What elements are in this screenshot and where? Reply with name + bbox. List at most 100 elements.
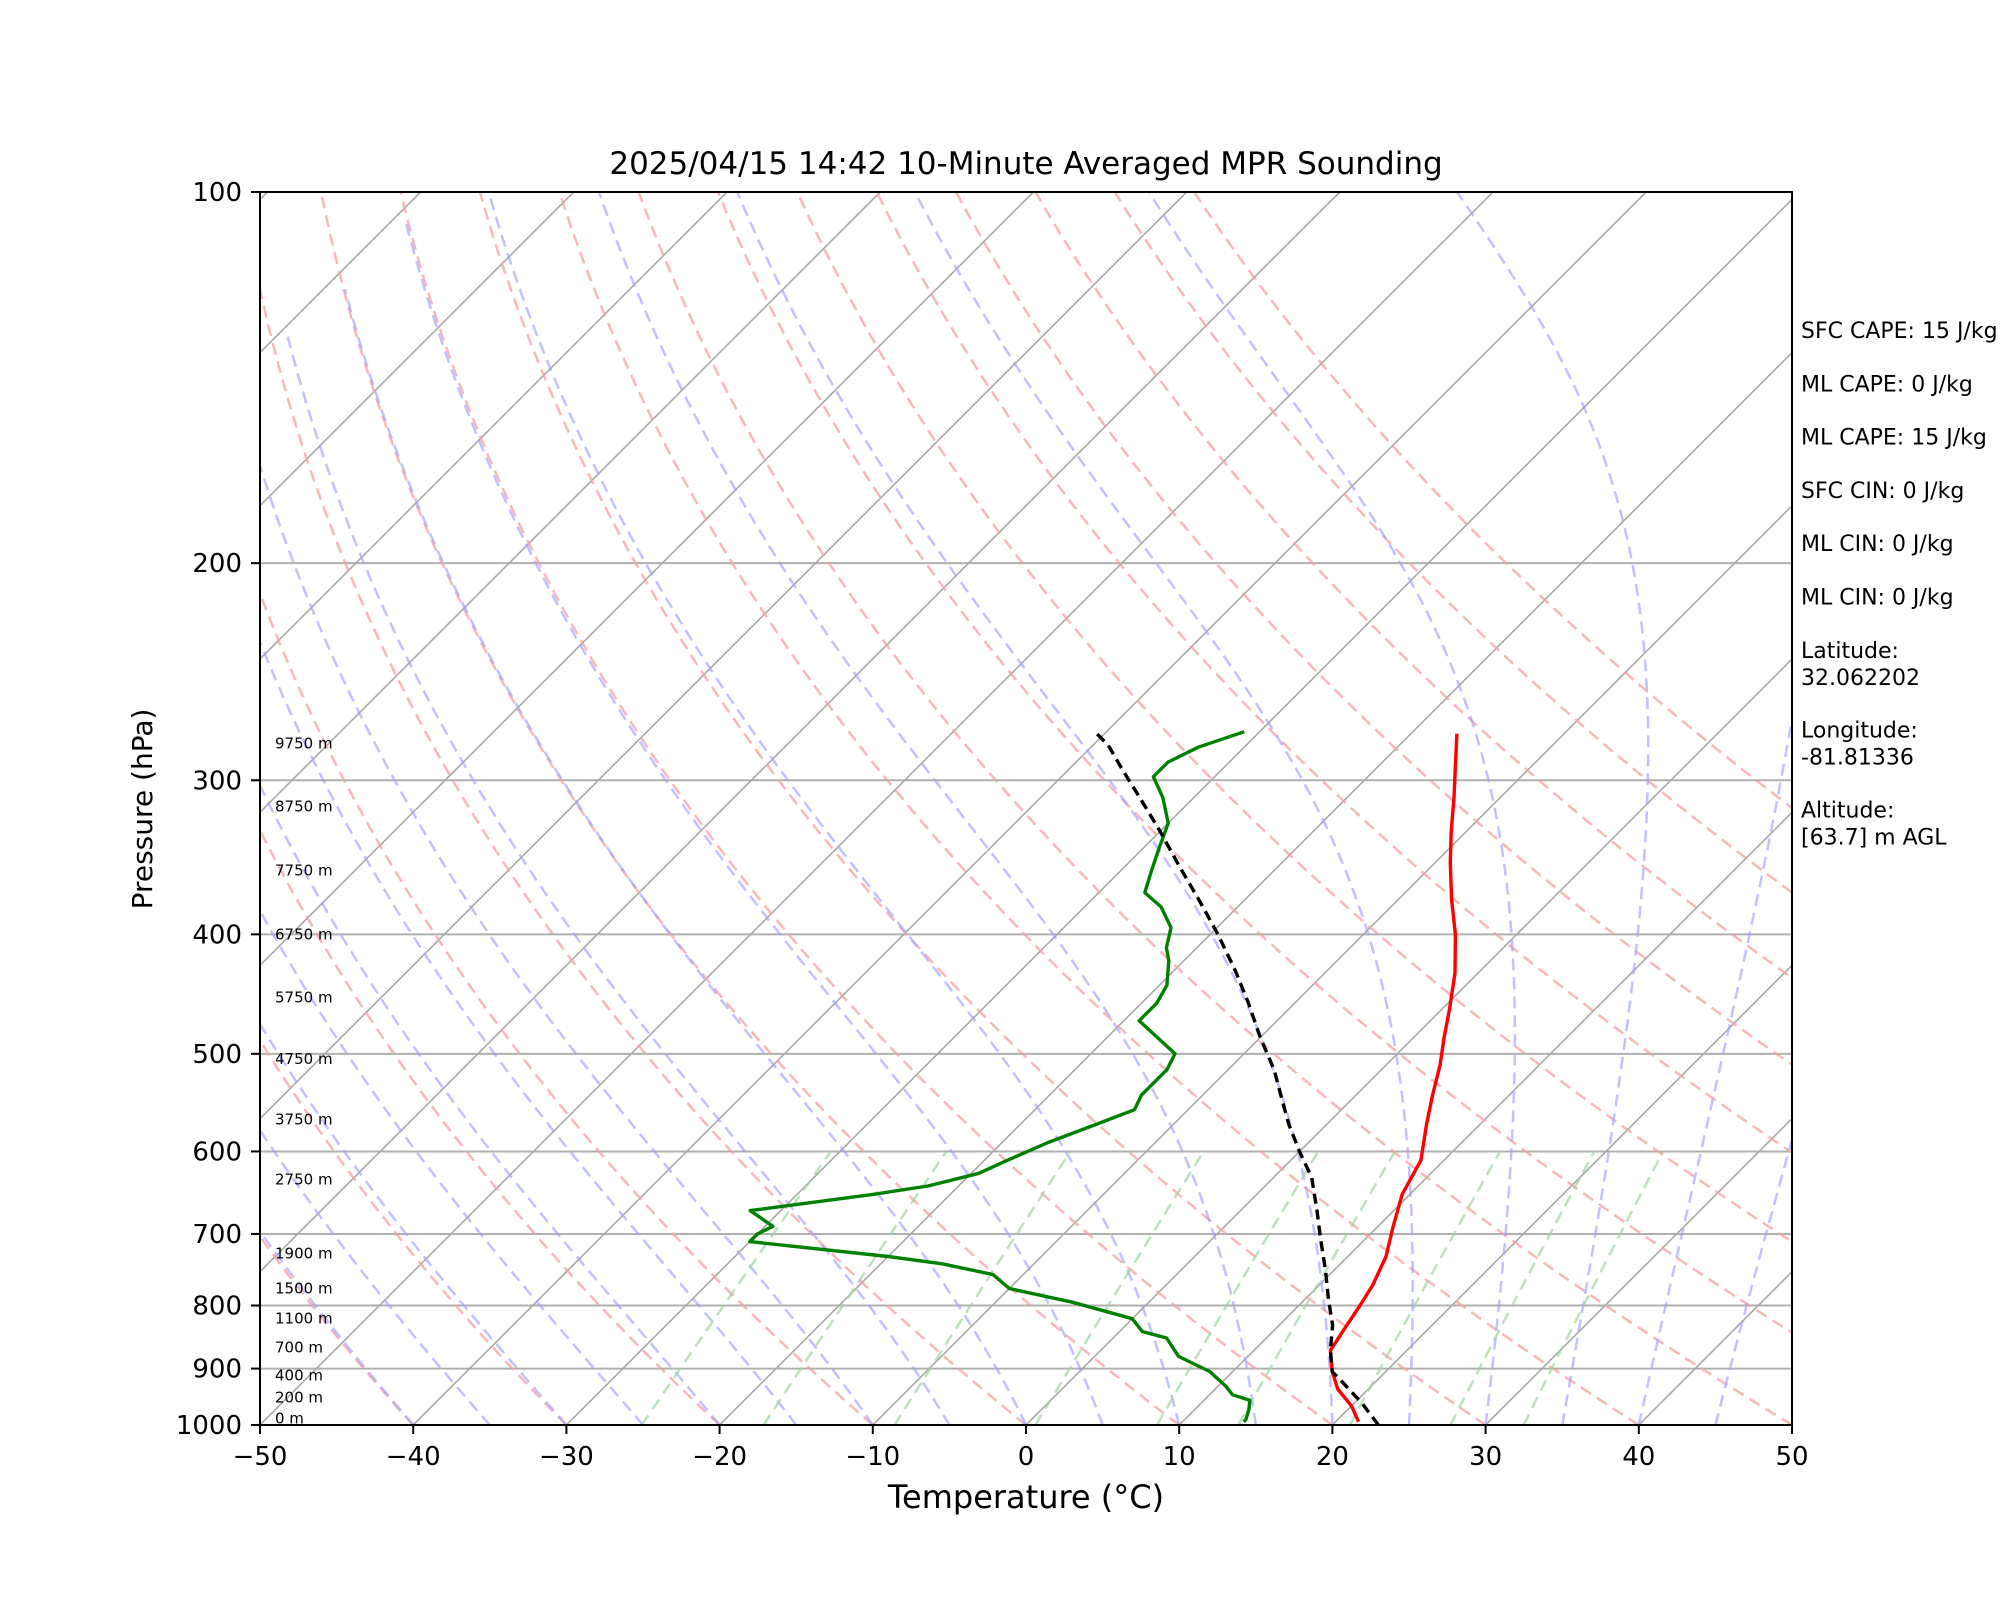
moist-adiabat-line [1456,192,1650,1425]
isotherm-line [260,192,1341,1273]
isotherm-line [260,192,1188,1120]
moist-adiabat-line [260,908,644,1425]
moist-adiabat-line [1637,711,1792,1425]
isotherm-line [260,192,881,814]
dry-adiabat-line [558,192,1640,1425]
stat-text: SFC CIN: 0 J/kg [1801,479,1964,504]
isotherm-line [260,192,575,507]
height-label: 0 m [275,1410,304,1428]
y-tick-label: 400 [192,920,242,950]
isotherm-line [260,192,1034,967]
chart-title: 2025/04/15 14:42 10-Minute Averaged MPR … [609,146,1442,182]
background-reference-lines [0,192,1792,1425]
mixing-ratio-line [1034,1150,1205,1425]
y-axis: 100 200 300 400 500 600 700 800 900 1000 [176,178,260,1441]
stat-text: [63.7] m AGL [1801,825,1947,850]
height-label: 200 m [275,1389,323,1407]
moist-adiabat-line [487,192,1181,1425]
mixing-ratio-line [1449,1150,1596,1425]
height-label: 3750 m [275,1110,333,1128]
height-labels: 9750 m 8750 m 7750 m 6750 m 5750 m 4750 m 3750… [275,734,333,1427]
x-tick-label: −30 [539,1442,594,1472]
series-line-0 [1328,733,1459,1423]
stat-text: ML CIN: 0 J/kg [1801,532,1954,557]
height-label: 1500 m [275,1280,333,1298]
moist-adiabat-line [260,1021,568,1425]
stat-text: Longitude: [1801,719,1918,744]
height-label: 4750 m [275,1050,333,1068]
isotherm-line [0,192,114,1425]
height-label: 1900 m [275,1245,333,1263]
dry-adiabat-line [260,1038,568,1425]
x-tick-label: 20 [1316,1442,1349,1472]
x-axis: −50 −40 −30 −20 −10 0 10 20 30 40 50 [233,1425,1809,1472]
moist-adiabat-line [260,638,798,1425]
mixing-ratio-line [893,1150,1072,1425]
dry-adiabat-line [954,192,1792,1067]
y-tick-label: 600 [192,1137,242,1167]
moist-adiabat-line [260,782,721,1425]
y-axis-label: Pressure (hPa) [126,709,159,910]
y-tick-label: 100 [192,178,242,208]
height-label: 7750 m [275,861,333,879]
series-line-1 [748,730,1252,1424]
stat-text: Altitude: [1801,798,1894,823]
x-tick-label: −20 [692,1442,747,1472]
stat-text: Latitude: [1801,639,1899,664]
x-tick-label: 10 [1163,1442,1196,1472]
dry-adiabat-line [260,590,874,1425]
stat-text: -81.81336 [1801,746,1914,771]
isotherm-line [260,192,728,661]
y-tick-label: 500 [192,1040,242,1070]
isotherm-line [1025,657,1792,1425]
stat-text: SFC CAPE: 15 J/kg [1801,319,1998,344]
isotherm-line [412,192,1647,1425]
stat-text: ML CAPE: 15 J/kg [1801,426,1987,451]
isotherm-line [1331,964,1792,1425]
mixing-ratio-line [1155,1150,1320,1425]
dry-adiabat-line [1113,192,1792,895]
isotherm-line [565,198,1792,1425]
dry-adiabat-line [1034,192,1792,980]
moist-adiabat-line [260,1128,491,1425]
dry-adiabat-line [637,192,1792,1425]
x-tick-label: 30 [1469,1442,1502,1472]
sounding-stats-panel: SFC CAPE: 15 J/kg ML CAPE: 0 J/kg ML CAPE:… [1801,319,1998,850]
stat-text: ML CAPE: 0 J/kg [1801,372,1973,397]
mixing-ratio-line [640,1150,832,1425]
y-tick-label: 1000 [176,1411,242,1441]
moist-adiabat-line [285,332,951,1425]
isotherm-line [872,504,1792,1425]
dry-adiabat-line [1193,192,1792,810]
height-label: 700 m [275,1338,323,1356]
height-label: 8750 m [275,797,333,815]
moist-adiabat-line [343,289,1028,1425]
y-tick-label: 800 [192,1292,242,1322]
dry-adiabat-line [716,192,1792,1334]
height-label: 9750 m [275,734,333,752]
stat-text: ML CIN: 0 J/kg [1801,586,1954,611]
x-tick-label: −40 [386,1442,441,1472]
isotherm-line [719,351,1792,1425]
height-label: 6750 m [275,925,333,943]
isotherm-line [260,192,1494,1425]
x-tick-label: 50 [1775,1442,1808,1472]
isotherm-line [1485,1117,1792,1425]
x-tick-label: −50 [233,1442,288,1472]
height-label: 1100 m [275,1310,333,1328]
height-label: 2750 m [275,1170,333,1188]
height-label: 400 m [275,1367,323,1385]
x-tick-label: 0 [1018,1442,1035,1472]
mixing-ratio-line [1348,1150,1502,1425]
mixing-ratio-line [1237,1150,1396,1425]
x-tick-label: −10 [845,1442,900,1472]
moist-adiabat-line [403,217,1104,1425]
x-axis-label: Temperature (°C) [887,1478,1164,1516]
dry-adiabat-line [399,192,1334,1425]
stat-text: 32.062202 [1801,666,1920,691]
y-tick-label: 300 [192,766,242,796]
height-label: 5750 m [275,988,333,1006]
mixing-ratio-line [762,1150,948,1425]
profile-lines [748,728,1459,1425]
